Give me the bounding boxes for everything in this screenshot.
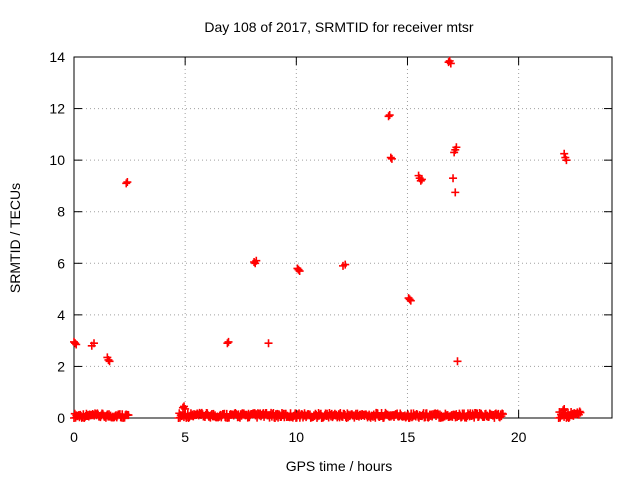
data-point (264, 339, 273, 348)
data-point (293, 264, 302, 273)
y-tick-label: 10 (49, 152, 65, 168)
data-point (385, 111, 394, 120)
data-point (387, 154, 396, 163)
data-point (224, 337, 233, 346)
data-point (559, 406, 568, 415)
data-point (72, 340, 81, 349)
x-tick-label: 5 (181, 429, 189, 445)
x-tick-label: 10 (289, 429, 305, 445)
data-point (560, 149, 569, 158)
x-tick-label: 15 (400, 429, 416, 445)
data-point (384, 112, 393, 121)
x-tick-label: 20 (511, 429, 527, 445)
y-tick-label: 2 (57, 358, 65, 374)
y-tick-label: 14 (49, 49, 65, 65)
data-point (124, 411, 133, 420)
data-point (405, 295, 414, 304)
y-tick-label: 6 (57, 255, 65, 271)
axis-ticks: 0 2 4 6 8 10 12 14 0 5 10 15 20 (49, 49, 612, 445)
data-point (223, 339, 232, 348)
data-point (446, 59, 455, 68)
data-point (341, 260, 350, 269)
data-point (452, 143, 461, 152)
chart-title: Day 108 of 2017, SRMTID for receiver mts… (204, 19, 474, 35)
data-point (294, 265, 303, 274)
data-point (404, 294, 413, 303)
data-point (560, 404, 569, 413)
data-point (453, 357, 462, 366)
y-tick-label: 4 (57, 307, 65, 323)
data-point (90, 339, 99, 348)
data-point (451, 188, 460, 197)
data-point (417, 175, 426, 184)
x-tick-label: 0 (70, 429, 78, 445)
data-point (104, 355, 113, 364)
y-tick-label: 8 (57, 204, 65, 220)
data-point (416, 176, 425, 185)
data-point (562, 156, 571, 165)
y-tick-label: 12 (49, 101, 65, 117)
data-point (123, 178, 132, 187)
y-axis-label: SRMTID / TECUs (7, 183, 23, 293)
data-point (181, 404, 190, 413)
data-point (498, 410, 507, 419)
data-point (386, 153, 395, 162)
data-point (71, 339, 80, 348)
data-point (122, 179, 131, 188)
data-point (576, 408, 585, 417)
data-point (252, 256, 261, 265)
y-tick-label: 0 (57, 410, 65, 426)
x-axis-label: GPS time / hours (286, 458, 393, 474)
data-points (70, 56, 585, 422)
gridlines (74, 57, 612, 418)
data-point (449, 174, 458, 183)
data-point (105, 357, 114, 366)
